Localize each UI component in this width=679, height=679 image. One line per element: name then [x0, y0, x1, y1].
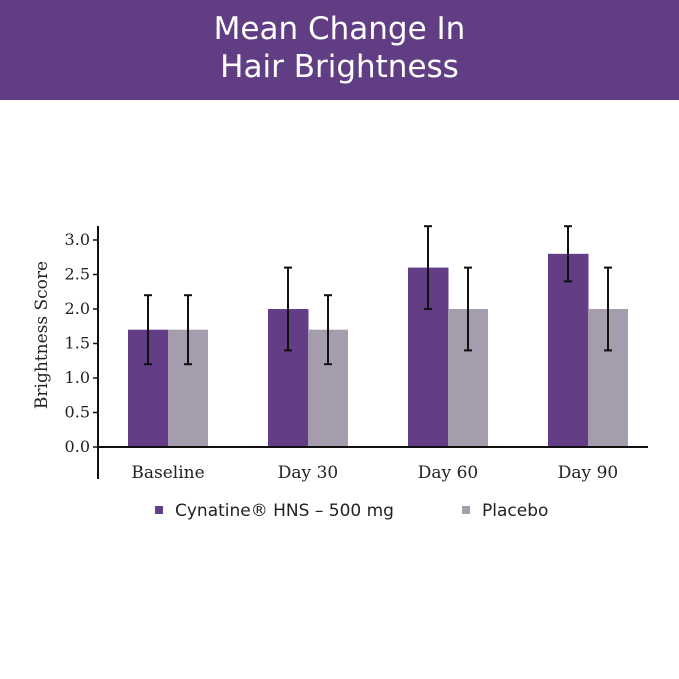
- x-tick-label: Day 60: [418, 463, 478, 483]
- bar-cynatine-3: [548, 253, 589, 447]
- legend-swatch-placebo: [462, 506, 470, 514]
- y-axis-label: Brightness Score: [32, 261, 52, 409]
- y-tick-label: 0.5: [65, 403, 90, 422]
- legend-swatch-cynatine: [155, 506, 163, 514]
- y-tick-label: 2.0: [65, 299, 90, 318]
- x-tick-label: Day 90: [558, 463, 618, 483]
- legend-label-cynatine: Cynatine® HNS – 500 mg: [175, 501, 394, 521]
- legend-label-placebo: Placebo: [482, 501, 548, 521]
- y-tick-label: 1.5: [65, 334, 90, 353]
- title-line-1: Mean Change In: [213, 11, 466, 47]
- chart-title-banner: Mean Change In Hair Brightness: [0, 0, 679, 100]
- x-tick-label: Day 30: [278, 463, 338, 483]
- y-tick-label: 0.0: [65, 437, 90, 456]
- x-tick-label: Baseline: [131, 463, 204, 483]
- title-line-2: Hair Brightness: [220, 49, 459, 85]
- y-tick-label: 3.0: [65, 230, 90, 249]
- y-tick-label: 1.0: [65, 368, 90, 387]
- y-tick-label: 2.5: [65, 265, 90, 284]
